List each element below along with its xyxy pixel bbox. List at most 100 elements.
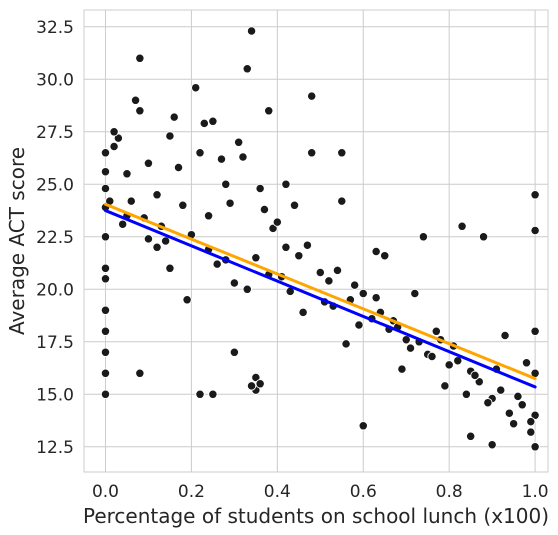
data-point — [337, 196, 347, 206]
data-point — [113, 133, 124, 143]
data-point — [281, 242, 291, 252]
data-point — [358, 288, 368, 299]
data-point — [246, 26, 257, 36]
data-point — [229, 278, 240, 288]
data-point — [182, 295, 192, 305]
data-point — [229, 347, 240, 357]
data-point — [474, 377, 484, 387]
data-point — [307, 148, 317, 158]
data-point — [191, 83, 201, 93]
data-point — [255, 379, 265, 389]
data-point — [203, 211, 214, 221]
data-point — [358, 421, 368, 431]
data-point — [332, 265, 343, 276]
data-point — [118, 219, 128, 229]
data-point — [100, 305, 111, 315]
data-point — [100, 263, 111, 273]
data-point — [195, 148, 205, 158]
data-point — [521, 358, 532, 368]
data-point — [135, 106, 145, 116]
data-point — [242, 64, 252, 74]
data-point — [143, 234, 154, 244]
data-point — [500, 330, 510, 341]
data-point — [100, 347, 111, 357]
data-point — [281, 179, 291, 189]
y-tick-label: 32.5 — [36, 18, 74, 38]
data-point — [259, 204, 270, 215]
data-point — [109, 141, 119, 152]
y-tick-label: 15.0 — [36, 385, 74, 405]
data-point — [152, 190, 162, 200]
data-point — [380, 251, 390, 261]
tick-labels: 0.0 0.2 0.4 0.6 0.8 1.0 12.5 15.0 17.5 20.0 22.5 25… — [36, 18, 548, 502]
x-tick-label: 0.2 — [178, 482, 205, 502]
x-tick-label: 0.4 — [264, 482, 291, 502]
data-point — [173, 162, 184, 173]
y-tick-label: 27.5 — [36, 123, 74, 143]
data-point — [289, 200, 300, 210]
x-tick-label: 0.8 — [436, 482, 463, 502]
data-point — [238, 152, 248, 162]
data-point — [178, 200, 188, 210]
data-point — [294, 251, 304, 261]
scatter-points — [100, 26, 540, 452]
data-point — [143, 158, 154, 168]
data-point — [517, 400, 527, 410]
data-point — [165, 263, 175, 273]
data-point — [100, 389, 111, 399]
data-point — [109, 127, 119, 137]
data-point — [225, 198, 235, 208]
data-point — [195, 389, 205, 399]
data-point — [526, 416, 536, 427]
regression-line — [103, 202, 537, 381]
data-point — [221, 179, 231, 189]
data-point — [341, 339, 351, 349]
y-tick-label: 12.5 — [36, 438, 74, 458]
data-point — [100, 368, 111, 378]
data-point — [251, 253, 261, 263]
data-point — [100, 232, 111, 242]
data-point — [526, 427, 536, 437]
data-point — [431, 326, 441, 336]
data-point — [307, 91, 317, 101]
data-point — [212, 259, 222, 269]
data-point — [337, 148, 347, 158]
regression-line — [103, 209, 537, 389]
data-point — [354, 320, 364, 330]
data-point — [466, 431, 476, 441]
data-point — [487, 440, 497, 450]
data-point — [264, 106, 274, 116]
data-point — [169, 112, 179, 122]
y-tick-label: 17.5 — [36, 333, 74, 353]
y-axis-title: Average ACT score — [5, 147, 29, 335]
data-point — [530, 442, 540, 452]
data-point — [208, 389, 218, 399]
data-point — [371, 293, 381, 303]
data-point — [324, 276, 334, 286]
data-point — [130, 95, 141, 105]
y-tick-label: 30.0 — [36, 70, 74, 90]
y-tick-label: 25.0 — [36, 175, 74, 195]
data-point — [126, 196, 136, 206]
data-point — [470, 370, 480, 381]
data-point — [246, 381, 257, 391]
x-tick-label: 0.6 — [350, 482, 377, 502]
data-point — [255, 183, 265, 194]
data-point — [100, 148, 111, 158]
data-point — [461, 389, 472, 399]
data-point — [371, 246, 381, 257]
data-point — [268, 223, 278, 234]
data-point — [483, 398, 493, 408]
data-point — [199, 118, 209, 129]
data-point — [530, 326, 540, 336]
data-point — [242, 284, 252, 294]
data-point — [405, 343, 416, 353]
data-point — [315, 267, 325, 278]
data-point — [208, 116, 218, 126]
data-point — [165, 131, 175, 141]
data-point — [418, 232, 429, 242]
data-point — [135, 53, 145, 63]
data-point — [440, 381, 450, 391]
